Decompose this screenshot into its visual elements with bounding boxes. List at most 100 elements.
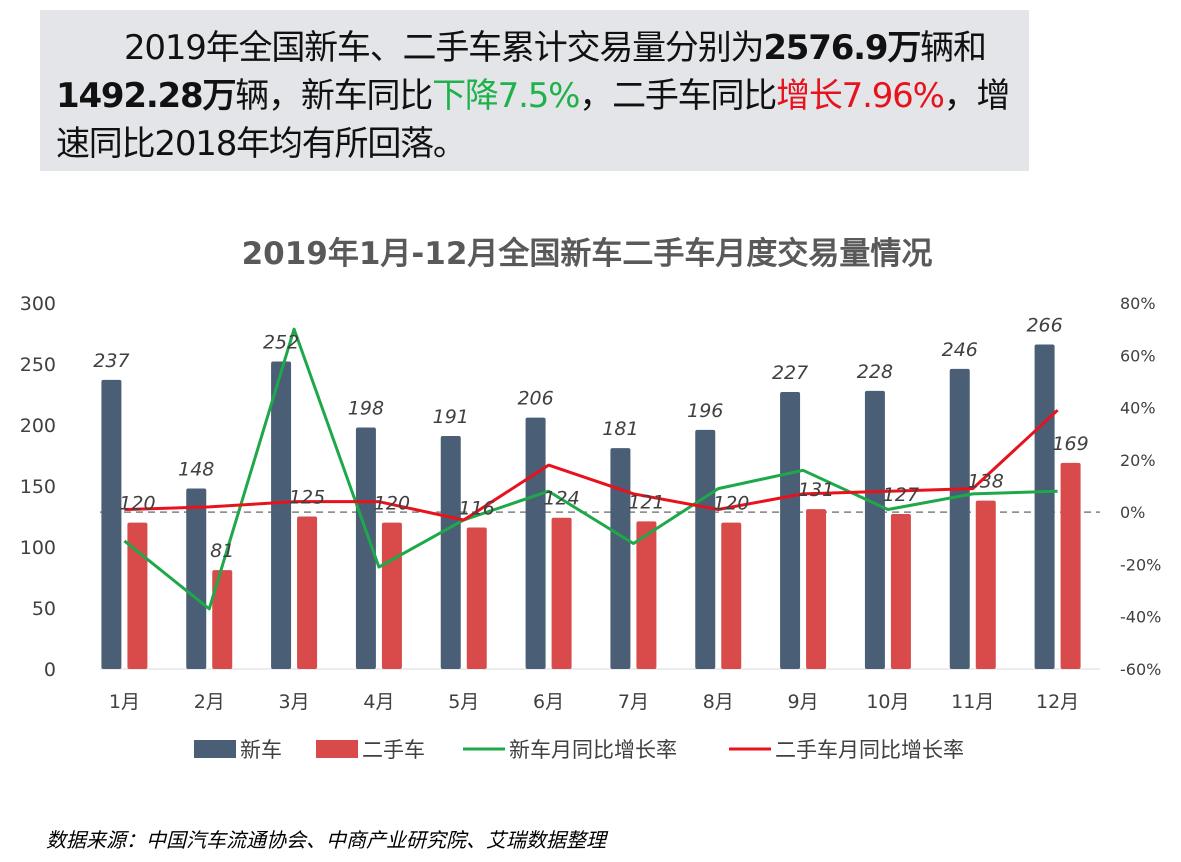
used-car-value-label: 120: [374, 493, 410, 515]
x-tick-label: 9月: [788, 691, 819, 713]
new-car-value-label: 191: [433, 406, 469, 428]
legend-swatch: [316, 740, 358, 758]
x-tick-label: 8月: [703, 691, 734, 713]
summary-part5: ，增速同比2018年均有所回落。: [56, 76, 1011, 164]
summary-used-total: 1492.28万: [56, 76, 236, 116]
x-tick-label: 12月: [1036, 691, 1079, 713]
used-car-bar: [636, 521, 657, 669]
new-car-value-label: 181: [602, 418, 638, 440]
new-car-bar: [271, 361, 292, 669]
used-car-value-label: 124: [543, 488, 579, 510]
new-car-value-label: 227: [772, 362, 808, 384]
used-car-bar: [806, 509, 827, 669]
new-car-value-label: 198: [348, 397, 384, 419]
right-axis: -60% -40% -20% 0% 20% 40% 60% 80%: [1120, 294, 1161, 679]
summary-part1: 2019年全国新车、二手车累计交易量分别为: [124, 28, 765, 68]
legend-swatch: [194, 740, 236, 758]
left-tick-label: 200: [20, 415, 56, 437]
used-car-bar: [551, 517, 572, 669]
summary-box: 2019年全国新车、二手车累计交易量分别为2576.9万辆和 1492.28万辆，…: [40, 10, 1029, 171]
used-car-value-label: 120: [713, 493, 749, 515]
used-car-value-label: 121: [628, 491, 664, 513]
right-tick-label: 0%: [1120, 503, 1145, 522]
new-car-bar: [186, 488, 207, 669]
used-car-bar: [212, 570, 233, 669]
new-car-value-label: 206: [517, 388, 553, 410]
used-car-value-label: 138: [968, 471, 1004, 493]
right-tick-label: 40%: [1120, 399, 1156, 418]
used-car-value-label: 125: [289, 487, 325, 509]
new-car-bar: [525, 417, 546, 669]
used-car-value-label: 127: [883, 484, 919, 506]
new-car-value-label: 196: [687, 400, 723, 422]
new-car-value-label: 246: [942, 339, 978, 361]
new-car-bar: [864, 390, 885, 669]
right-tick-label: -20%: [1120, 555, 1161, 574]
right-tick-label: 80%: [1120, 294, 1156, 313]
legend-label: 二手车月同比增长率: [775, 738, 964, 762]
used-car-bar: [466, 527, 487, 669]
right-tick-label: -60%: [1120, 660, 1161, 679]
left-tick-label: 0: [44, 659, 56, 681]
summary-new-change: 下降7.5%: [432, 76, 580, 116]
source-note: 数据来源：中国汽车流通协会、中商产业研究院、艾瑞数据整理: [46, 828, 606, 852]
summary-part3: 辆，新车同比: [235, 76, 433, 116]
left-tick-label: 300: [20, 293, 56, 315]
legend-label: 二手车: [362, 738, 425, 762]
used-car-bar: [381, 522, 402, 669]
summary-used-change: 增长7.96%: [776, 76, 945, 116]
left-tick-label: 50: [32, 598, 56, 620]
new-car-bar: [440, 435, 461, 669]
new-car-growth-line: [123, 327, 1058, 611]
x-tick-label: 6月: [533, 691, 564, 713]
new-car-value-label: 252: [263, 332, 299, 354]
new-car-bar: [780, 392, 801, 669]
used-car-bar: [297, 516, 318, 669]
x-tick-label: 3月: [279, 691, 310, 713]
legend-label: 新车月同比增长率: [509, 738, 677, 762]
x-tick-label: 2月: [194, 691, 225, 713]
used-car-value-label: 81: [210, 540, 234, 562]
x-tick-label: 1月: [109, 691, 140, 713]
x-tick-label: 7月: [618, 691, 649, 713]
lines-layer: [123, 327, 1059, 611]
used-car-bar: [721, 522, 742, 669]
x-tick-label: 4月: [363, 691, 394, 713]
used-car-bar: [127, 522, 148, 669]
used-car-value-label: 131: [798, 479, 834, 501]
new-car-bar: [101, 379, 122, 669]
new-car-value-label: 228: [857, 361, 893, 383]
legend: 新车 二手车 新车月同比增长率 二手车月同比增长率: [194, 738, 964, 762]
used-car-bar: [975, 500, 996, 669]
new-car-bar: [949, 368, 970, 669]
x-tick-label: 10月: [866, 691, 909, 713]
summary-part2: 辆和: [920, 28, 987, 68]
new-car-bar: [610, 448, 631, 669]
x-tick-label: 5月: [448, 691, 479, 713]
left-tick-label: 100: [20, 537, 56, 559]
new-car-value-label: 237: [93, 350, 129, 372]
summary-part4: ，二手车同比: [579, 76, 777, 116]
summary-new-total: 2576.9万: [763, 28, 921, 68]
chart: 2019年1月-12月全国新车二手车月度交易量情况 0 50 100 150 200 25…: [20, 236, 1162, 762]
left-tick-label: 250: [20, 354, 56, 376]
used-car-growth-line: [124, 409, 1059, 522]
legend-label: 新车: [240, 738, 282, 762]
bars-layer: [101, 344, 1081, 669]
new-car-value-label: 266: [1026, 314, 1062, 336]
used-car-value-label: 116: [459, 497, 495, 519]
new-car-bar: [1034, 344, 1055, 669]
used-car-bar: [890, 514, 911, 669]
left-tick-label: 150: [20, 476, 56, 498]
used-car-bar: [1060, 462, 1081, 669]
used-car-value-label: 120: [119, 493, 155, 515]
right-tick-label: -40%: [1120, 608, 1161, 627]
used-car-value-label: 169: [1052, 433, 1088, 455]
bar-labels-layer: 237 148 252 198 191 206 181 196 227 228 246 266 120 8…: [93, 314, 1088, 562]
new-car-bar: [355, 427, 376, 669]
new-car-bar: [695, 429, 716, 669]
x-tick-label: 11月: [951, 691, 994, 713]
left-axis: 0 50 100 150 200 250 300: [20, 293, 56, 681]
new-car-value-label: 148: [178, 458, 214, 480]
chart-title: 2019年1月-12月全国新车二手车月度交易量情况: [242, 236, 933, 272]
